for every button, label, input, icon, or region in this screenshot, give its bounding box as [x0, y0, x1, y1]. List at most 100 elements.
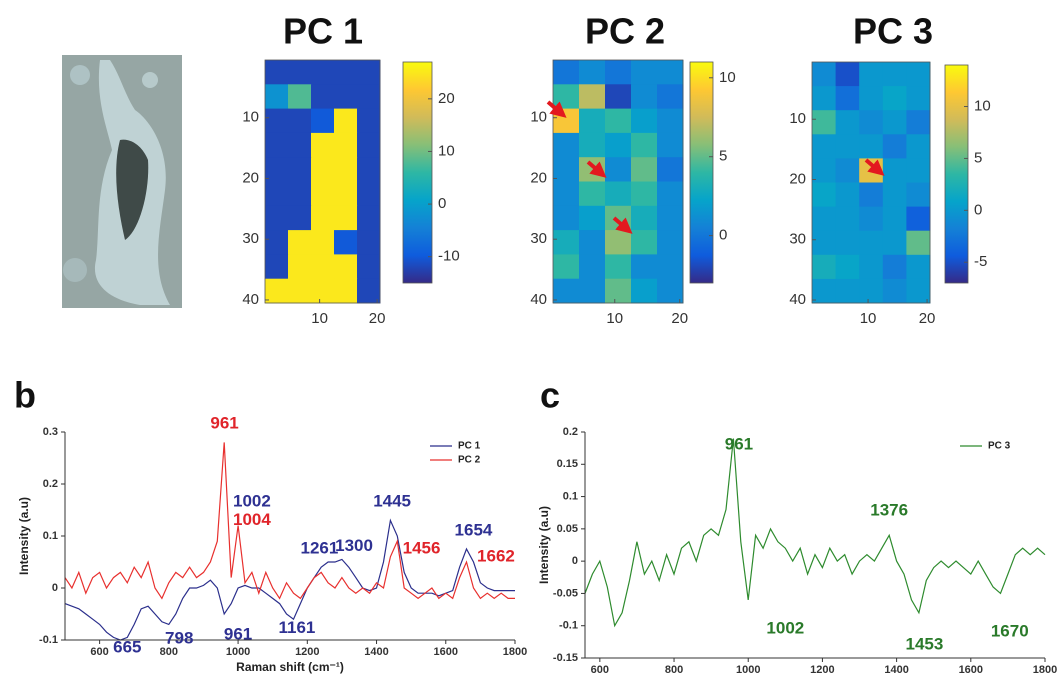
annotation: 1002	[233, 492, 271, 511]
heatmap-cell	[631, 157, 658, 182]
panel-label: b	[14, 375, 36, 416]
y-tick-label: 30	[789, 231, 806, 248]
heatmap-cell	[859, 134, 884, 159]
heatmap-cell	[553, 278, 580, 304]
heatmap-cell	[579, 157, 606, 182]
heatmap-cell	[605, 60, 632, 85]
y-tick-label: 0.2	[563, 426, 578, 438]
heatmap-cell	[812, 182, 837, 208]
y-tick-label: 40	[789, 291, 806, 308]
heatmap-cell	[812, 206, 837, 232]
x-tick-label: 20	[671, 310, 688, 327]
heatmap-cell	[605, 230, 632, 255]
annotation: 961	[725, 434, 753, 453]
heatmap-cell	[265, 181, 289, 207]
y-tick-label: 20	[789, 170, 806, 187]
heatmap-cell	[812, 158, 837, 183]
heatmap-cell	[657, 108, 684, 134]
heatmap-cell	[334, 205, 358, 231]
heatmap-cell	[906, 278, 931, 304]
annotation: 961	[224, 624, 252, 643]
annotation: 798	[165, 628, 193, 647]
heatmap-cell	[311, 60, 335, 85]
heatmap-cell	[605, 157, 632, 182]
heatmap-cell	[579, 132, 606, 158]
colorbar-tick-label: 10	[719, 69, 736, 86]
heatmap-cell	[859, 230, 884, 256]
heatmap-cell	[288, 278, 312, 304]
heatmap-cell	[859, 182, 884, 208]
heatmap-cell	[882, 206, 907, 232]
colorbar-tick-label: 0	[974, 201, 982, 218]
heatmap-cell	[882, 254, 907, 280]
colorbar-tick-label: 20	[438, 90, 455, 107]
y-tick-label: -0.05	[553, 587, 578, 599]
heatmap-cell	[357, 205, 381, 231]
x-tick-label: 1000	[736, 664, 760, 676]
heatmap-cell	[311, 205, 335, 231]
y-tick-label: -0.1	[559, 620, 578, 632]
y-tick-label: 40	[242, 291, 259, 308]
series-line	[584, 438, 1046, 628]
annotation: 1376	[870, 500, 908, 519]
colorbar-tick-label: -10	[438, 248, 460, 265]
heatmap-cell	[334, 132, 358, 158]
heatmap-cell	[812, 278, 837, 304]
chart-title: PC 3	[853, 11, 933, 52]
heatmap-cell	[657, 84, 684, 110]
heatmap-cell	[553, 181, 580, 207]
heatmap-cell	[835, 134, 860, 159]
heatmap-cell	[882, 110, 907, 135]
legend-label: PC 3	[988, 441, 1011, 452]
y-tick-label: 10	[530, 109, 547, 126]
y-axis-label: Intensity (a.u)	[17, 497, 31, 575]
heatmap-cell	[553, 84, 580, 110]
plot-frame	[552, 59, 684, 304]
y-tick-label: 0.15	[557, 458, 578, 470]
heatmap-cell	[631, 181, 658, 207]
y-tick-label: 0.05	[557, 523, 578, 535]
colorbar	[689, 61, 714, 284]
heatmap-cell	[334, 60, 358, 85]
heatmap-cell	[553, 254, 580, 280]
x-tick-label: 10	[606, 310, 623, 327]
chart-title: PC 1	[283, 11, 363, 52]
heatmap-cell	[859, 158, 884, 183]
series-line	[64, 442, 515, 600]
heatmap-cell	[288, 254, 312, 280]
heatmap-cell	[288, 108, 312, 134]
heatmap-cell	[579, 254, 606, 280]
x-tick-label: 600	[90, 646, 108, 658]
heatmap-cell	[288, 205, 312, 231]
heatmap-cell	[882, 158, 907, 183]
heatmap-cell	[553, 108, 580, 134]
heatmap-cell	[859, 110, 884, 135]
heatmap-cell	[579, 60, 606, 85]
heatmap-cell	[657, 278, 684, 304]
heatmap-cell	[657, 60, 684, 85]
heatmap-cell	[288, 132, 312, 158]
heatmap-cell	[882, 86, 907, 111]
colorbar-tick-label: 10	[974, 97, 991, 114]
panel-label: c	[540, 375, 560, 416]
heatmap-cell	[835, 110, 860, 135]
colorbar	[944, 64, 969, 284]
annotation: 1161	[278, 618, 315, 637]
x-tick-label: 1200	[295, 646, 319, 658]
heatmap-cell	[265, 108, 289, 134]
heatmap-cell	[311, 254, 335, 280]
heatmap-cell	[265, 278, 289, 304]
heatmap-cell	[882, 134, 907, 159]
heatmap-cell	[835, 206, 860, 232]
heatmap-cell	[311, 132, 335, 158]
x-tick-label: 1400	[884, 664, 908, 676]
heatmap-cell	[334, 254, 358, 280]
heatmap-cell	[334, 181, 358, 207]
heatmap-cell	[265, 205, 289, 231]
heatmap-cell	[657, 230, 684, 255]
heatmap-cell	[605, 84, 632, 110]
heatmap-cell	[579, 278, 606, 304]
legend-label: PC 1	[458, 441, 481, 452]
heatmap-cell	[657, 157, 684, 182]
heatmap-cell	[288, 181, 312, 207]
